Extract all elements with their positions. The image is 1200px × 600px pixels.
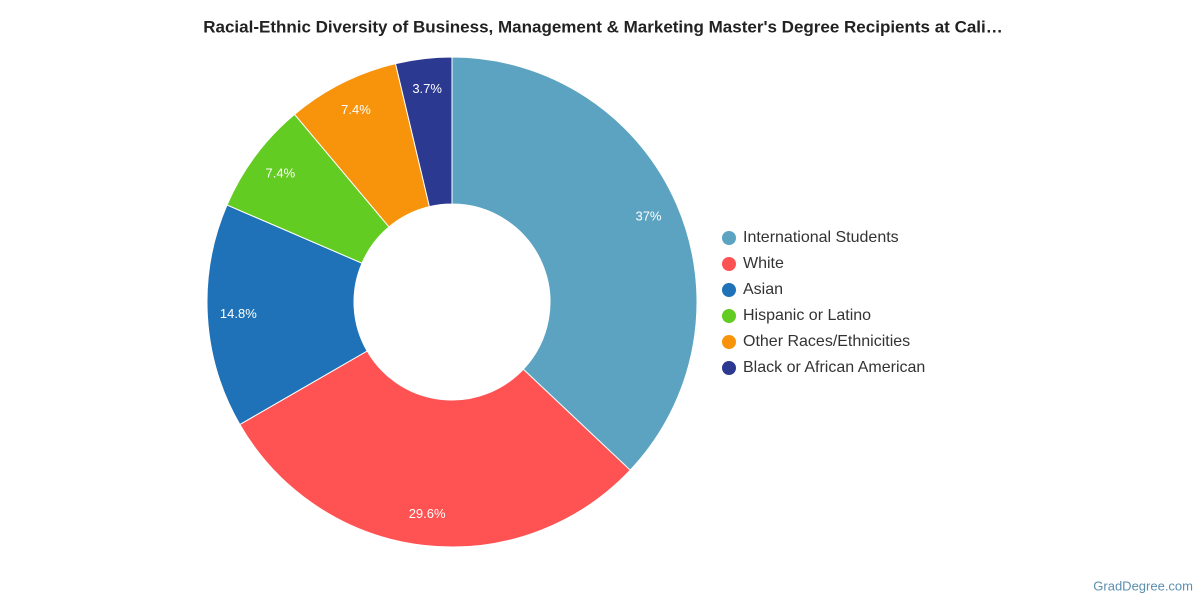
slice-label: 3.7% xyxy=(412,81,442,96)
legend-label: Other Races/Ethnicities xyxy=(743,333,910,350)
legend-marker xyxy=(722,361,736,375)
slice xyxy=(451,56,698,471)
slice xyxy=(206,204,368,426)
legend-marker xyxy=(722,257,736,271)
legend-label: White xyxy=(743,255,784,272)
legend-marker xyxy=(722,309,736,323)
legend-label: Asian xyxy=(743,281,783,298)
slice xyxy=(239,350,631,548)
legend-label: International Students xyxy=(743,229,899,246)
slice xyxy=(394,56,453,208)
legend-marker xyxy=(722,283,736,297)
slice-label: 7.4% xyxy=(266,166,296,181)
slice-label: 37% xyxy=(635,209,661,224)
chart-title: Racial-Ethnic Diversity of Business, Man… xyxy=(203,17,1003,36)
legend-marker xyxy=(722,335,736,349)
legend-label: Black or African American xyxy=(743,359,925,376)
slice-label: 14.8% xyxy=(220,306,257,321)
legend-marker xyxy=(722,231,736,245)
credit: GradDegree.com xyxy=(1093,578,1193,593)
slice-label: 29.6% xyxy=(409,506,446,521)
legend-label: Hispanic or Latino xyxy=(743,307,871,324)
slice-label: 7.4% xyxy=(341,102,371,117)
